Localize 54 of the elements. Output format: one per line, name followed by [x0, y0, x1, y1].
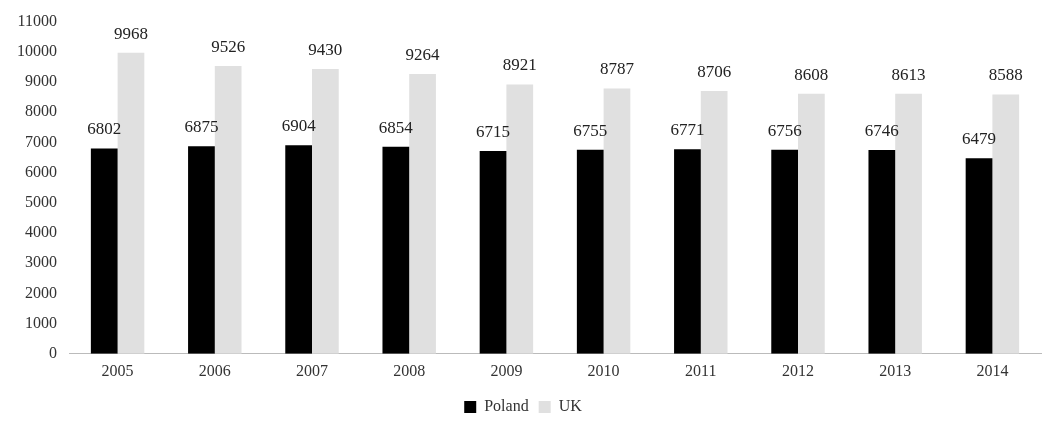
bar [868, 150, 896, 354]
bar [576, 149, 604, 354]
x-tick-label: 2007 [296, 361, 328, 379]
data-label: 6746 [864, 121, 899, 141]
y-tick-label: 7000 [25, 132, 57, 150]
data-label: 6802 [87, 119, 122, 139]
data-label: 9968 [113, 23, 148, 43]
x-tick-label: 2005 [101, 361, 134, 379]
data-label: 6715 [476, 121, 511, 141]
data-label: 6756 [767, 120, 802, 140]
y-tick-label: 4000 [25, 223, 57, 241]
x-tick-label: 2008 [393, 361, 426, 379]
bar [90, 148, 118, 354]
bar [479, 151, 507, 354]
data-label: 8787 [599, 59, 635, 79]
x-tick-label: 2006 [198, 361, 231, 379]
data-label: 8588 [988, 65, 1023, 85]
legend-label: UK [558, 397, 583, 415]
data-label: 6755 [573, 120, 608, 140]
bar [965, 158, 993, 354]
x-tick-label: 2011 [685, 361, 717, 379]
y-tick-label: 2000 [25, 283, 57, 301]
bar [674, 149, 701, 354]
data-label: 9264 [405, 45, 441, 64]
y-tick-label: 1000 [25, 313, 57, 331]
x-tick-label: 2010 [587, 361, 620, 379]
y-tick-label: 8000 [25, 102, 57, 120]
x-tick-label: 2009 [490, 361, 523, 379]
y-tick-label: 3000 [25, 253, 57, 271]
y-tick-label: 9000 [25, 72, 57, 90]
data-label: 6479 [962, 129, 997, 149]
y-tick-label: 5000 [25, 193, 57, 210]
data-label: 6904 [281, 116, 317, 136]
x-tick-label: 2012 [782, 361, 814, 379]
bar [382, 146, 410, 354]
y-tick-label: 0 [49, 344, 57, 361]
bar [188, 146, 215, 354]
data-label: 6854 [378, 117, 414, 137]
bar [285, 145, 312, 354]
data-label: 9430 [308, 39, 343, 59]
data-label: 8608 [794, 64, 829, 84]
bar [771, 149, 798, 354]
data-label: 8921 [502, 55, 537, 75]
y-tick-label: 10000 [17, 42, 57, 59]
data-label: 6771 [670, 120, 705, 140]
x-tick-label: 2013 [879, 361, 912, 379]
data-label: 8613 [891, 64, 926, 84]
y-tick-label: 11000 [17, 11, 57, 29]
data-label: 9526 [211, 37, 246, 57]
data-label: 8706 [697, 61, 732, 81]
x-tick-label: 2014 [976, 361, 1009, 379]
data-label: 6875 [184, 117, 219, 137]
y-tick-label: 6000 [25, 162, 57, 180]
legend-label: Poland [484, 397, 529, 415]
